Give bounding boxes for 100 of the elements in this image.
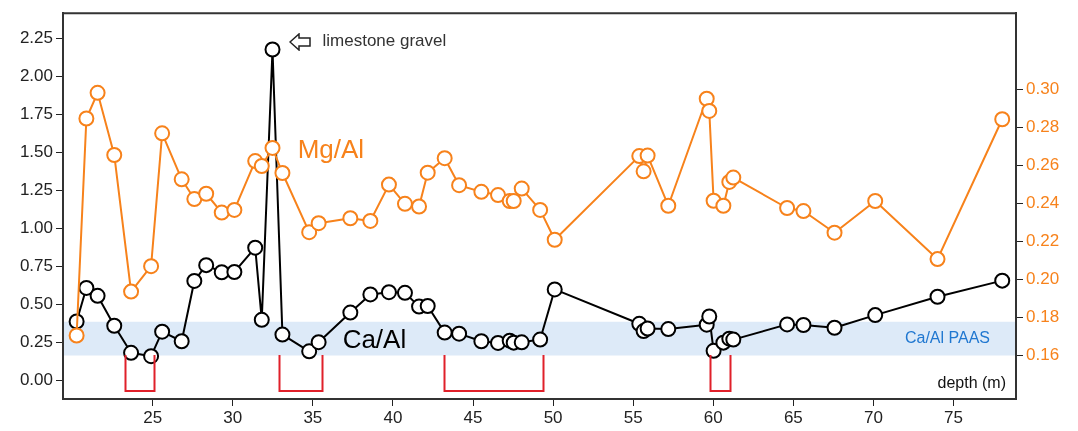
point [301,224,318,241]
point [779,316,796,333]
point [532,331,549,348]
point [451,325,468,342]
x-tick-label: 50 [543,407,563,427]
point [532,201,549,218]
point [143,258,160,275]
point [795,317,812,333]
point [639,320,656,337]
point [436,150,453,167]
point [310,215,327,232]
point [867,307,884,324]
point [436,324,453,341]
point [143,348,160,365]
y-tick-label: 2.00 [19,65,53,85]
point [639,147,656,164]
y2-tick-label: 0.20 [1026,268,1060,288]
point [342,210,359,227]
point [546,231,563,248]
point [660,321,677,338]
x-tick-label: 75 [944,407,963,427]
y-tick-label: 0.50 [19,293,53,313]
y2-tick-label: 0.22 [1026,230,1060,250]
point [310,334,327,351]
y2-tick-label: 0.18 [1026,306,1060,326]
x-tick-label: 70 [863,407,883,427]
point [264,41,281,58]
y-tick-label: 0.00 [19,369,53,389]
point [78,279,95,296]
point [419,298,436,315]
x-axis-title: depth (m) [937,374,1006,392]
point [68,327,85,344]
point [660,197,677,214]
point [89,287,106,304]
point [826,224,843,241]
point [380,284,397,301]
point [490,187,507,204]
point [701,308,718,325]
y-tick-label: 0.25 [19,331,53,351]
point [929,251,946,268]
point [247,239,264,256]
y-tick-label: 1.75 [19,103,53,123]
point [213,264,230,281]
point [173,333,190,350]
point [505,192,522,209]
point [123,344,140,361]
point [362,212,379,229]
point [123,283,140,300]
y-tick-label: 0.75 [19,255,53,275]
point [419,164,436,181]
x-tick-label: 45 [463,407,483,427]
series-label: Mg/Al [297,134,365,165]
point [451,177,468,194]
point [513,334,530,351]
point [546,281,563,298]
point [396,284,413,301]
point [89,84,106,101]
y2-tick-label: 0.24 [1026,192,1060,212]
point [154,125,171,142]
point [380,176,397,193]
point [867,192,884,209]
x-tick-label: 30 [223,407,243,427]
point [994,111,1011,128]
x-tick-label: 65 [783,407,803,427]
point [473,183,490,200]
x-tick-label: 35 [303,407,323,427]
point [264,139,281,156]
point [274,165,291,182]
point [154,323,171,340]
point [106,317,123,334]
point [362,286,379,303]
x-tick-label: 40 [383,407,403,427]
point [301,343,318,360]
band-label: Ca/Al PAAS [904,329,990,347]
point [929,288,946,305]
point [253,158,270,174]
annotation: limestone gravel [322,31,447,51]
y2-tick-label: 0.16 [1026,344,1060,364]
point [198,185,215,202]
y-tick-label: 1.50 [19,141,53,161]
point [826,319,843,336]
point [725,331,742,348]
point [78,110,95,127]
point [411,198,428,215]
point [106,146,123,163]
point [701,102,718,119]
y2-tick-label: 0.28 [1026,116,1060,136]
x-tick-label: 25 [143,407,163,427]
point [198,257,215,274]
point [779,200,796,216]
series-label: Ca/Al [342,324,407,355]
point [635,163,652,180]
point [186,191,203,208]
y2-tick-label: 0.26 [1026,154,1060,174]
y-tick-label: 1.00 [19,217,53,237]
point [342,304,359,321]
point [173,171,190,188]
point [715,197,732,214]
point [473,333,490,350]
point [396,195,413,212]
